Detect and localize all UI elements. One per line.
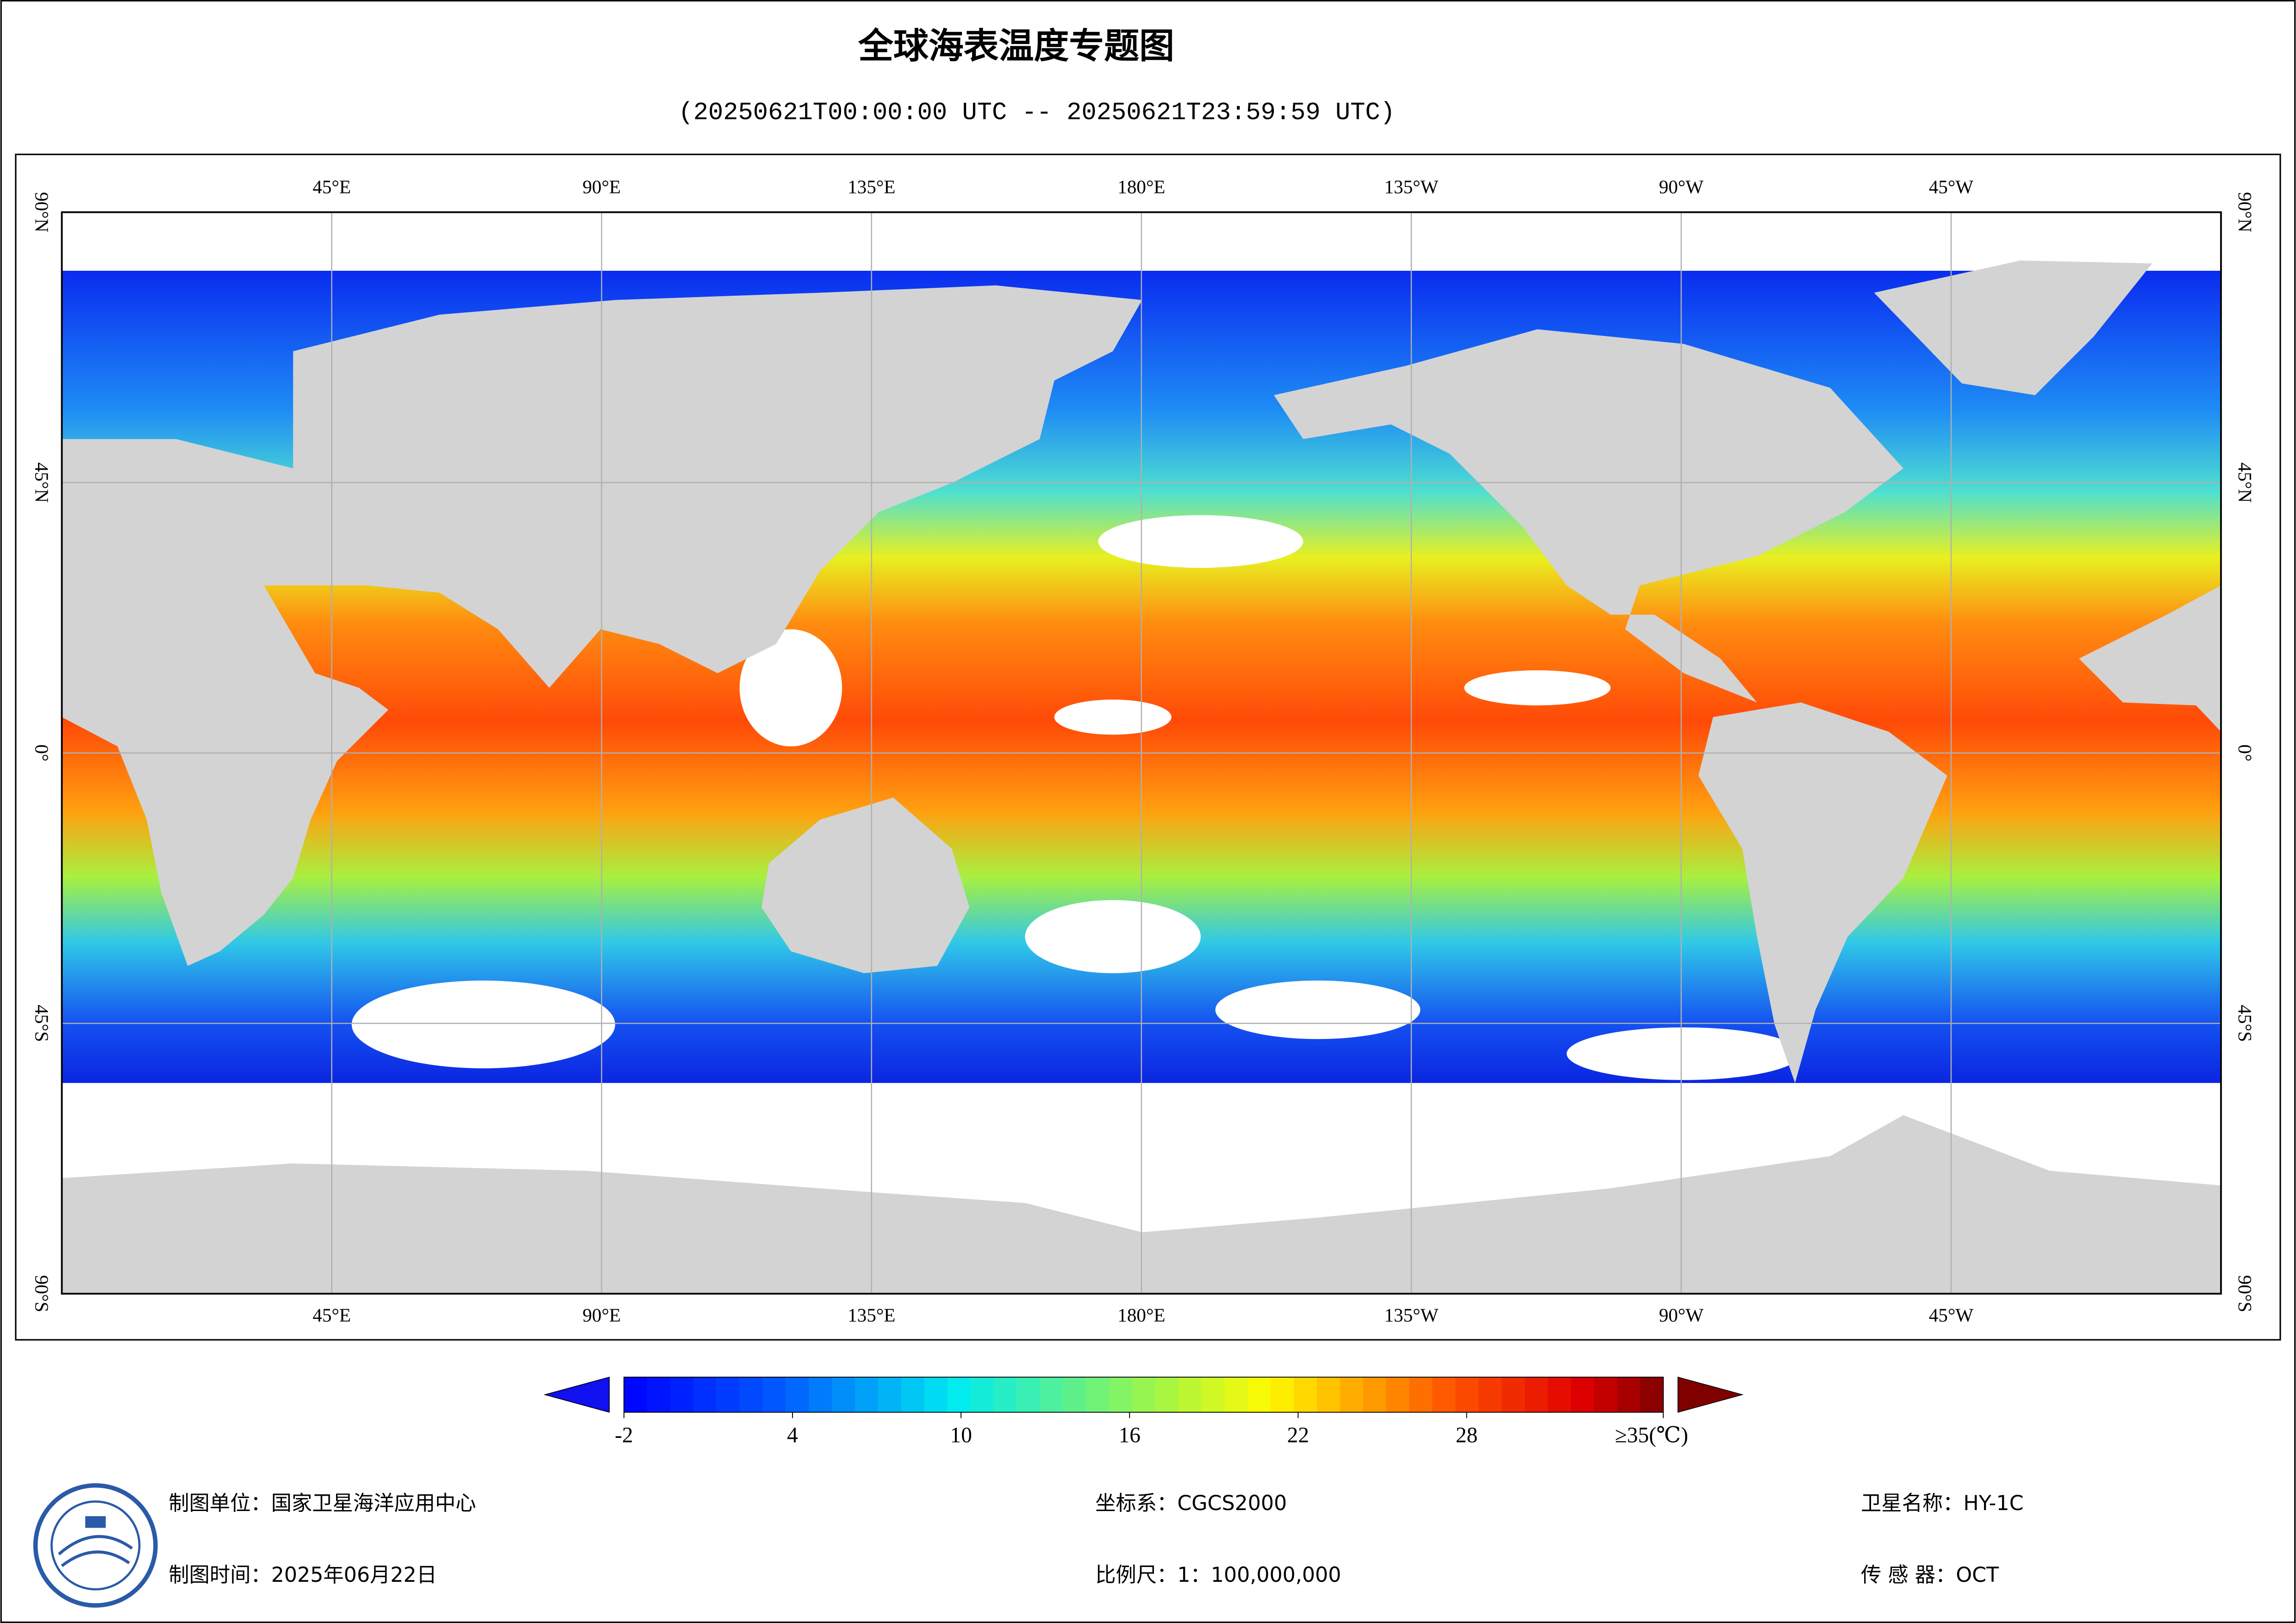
map-time: 制图时间：2025年06月22日 xyxy=(168,1563,437,1587)
lat-label-left: 90°S xyxy=(31,1275,53,1312)
colorbar-swatch xyxy=(1409,1377,1433,1412)
lon-label-top: 135°W xyxy=(1384,176,1438,197)
colorbar-swatch xyxy=(1039,1377,1063,1412)
colorbar-swatch xyxy=(1293,1377,1317,1412)
map-area xyxy=(61,211,2222,1295)
colorbar-swatch xyxy=(993,1377,1017,1412)
colorbar-swatch xyxy=(855,1377,879,1412)
lat-label-left: 0° xyxy=(31,745,53,762)
map-scale: 比例尺：1：100,000,000 xyxy=(1095,1563,1341,1587)
colorbar-swatch xyxy=(1316,1377,1341,1412)
colorbar-swatch xyxy=(1524,1377,1548,1412)
colorbar-swatch xyxy=(762,1377,786,1412)
colorbar-swatch xyxy=(1178,1377,1202,1412)
colorbar-label: ≥35(℃) xyxy=(1615,1423,1688,1447)
colorbar-label: 28 xyxy=(1456,1423,1478,1447)
colorbar-label: -2 xyxy=(615,1423,633,1447)
colorbar-swatch xyxy=(924,1377,948,1412)
colorbar-swatch xyxy=(901,1377,925,1412)
lat-label-left: 45°N xyxy=(31,462,53,503)
colorbar-swatch xyxy=(1363,1377,1387,1412)
lon-label-top: 135°E xyxy=(848,176,895,197)
lon-label-bottom: 90°W xyxy=(1659,1305,1704,1326)
lat-label-left: 90°N xyxy=(31,192,53,232)
lon-label-top: 45°W xyxy=(1929,176,1974,197)
colorbar-swatch xyxy=(970,1377,994,1412)
colorbar-swatch xyxy=(670,1377,694,1412)
colorbar-swatch xyxy=(1340,1377,1364,1412)
map-border xyxy=(61,211,2222,1295)
lat-label-right: 45°S xyxy=(2234,1005,2256,1042)
colorbar-swatch xyxy=(624,1377,648,1412)
colorbar-swatch xyxy=(878,1377,902,1412)
colorbar-swatch xyxy=(1501,1377,1525,1412)
colorbar-label: 10 xyxy=(950,1423,972,1447)
lon-label-top: 180°E xyxy=(1117,176,1165,197)
colorbar-swatch xyxy=(1432,1377,1456,1412)
colorbar-swatch xyxy=(1109,1377,1133,1412)
map-title: 全球海表温度专题图 xyxy=(858,25,1174,66)
colorbar-label: 22 xyxy=(1287,1423,1309,1447)
colorbar: -2 4 10 16 22 28 ≥35(℃) xyxy=(543,1376,1744,1447)
lat-label-right: 0° xyxy=(2234,745,2256,762)
colorbar-swatch xyxy=(1455,1377,1479,1412)
colorbar-swatch xyxy=(1132,1377,1156,1412)
colorbar-swatch xyxy=(739,1377,763,1412)
map-subtitle: (20250621T00:00:00 UTC -- 20250621T23:59… xyxy=(679,99,1395,127)
colorbar-swatch xyxy=(1224,1377,1248,1412)
sensor: 传 感 器：OCT xyxy=(1861,1563,1999,1587)
lon-label-bottom: 45°E xyxy=(312,1305,351,1326)
colorbar-swatch xyxy=(1547,1377,1572,1412)
lat-label-right: 45°N xyxy=(2234,462,2256,503)
colorbar-swatch xyxy=(693,1377,717,1412)
logo xyxy=(33,1483,158,1608)
colorbar-label: 4 xyxy=(787,1423,798,1447)
lat-label-right: 90°N xyxy=(2234,192,2256,232)
lon-label-bottom: 45°W xyxy=(1929,1305,1974,1326)
colorbar-swatch xyxy=(1201,1377,1225,1412)
map-unit: 制图单位：国家卫星海洋应用中心 xyxy=(168,1492,476,1515)
lon-label-bottom: 180°E xyxy=(1117,1305,1165,1326)
colorbar-border xyxy=(623,1376,1664,1413)
map-frame xyxy=(15,154,2281,1341)
colorbar-swatch xyxy=(1270,1377,1294,1412)
colorbar-swatch xyxy=(786,1377,809,1412)
colorbar-swatch xyxy=(1248,1377,1271,1412)
lat-label-left: 45°S xyxy=(31,1005,53,1042)
lon-label-top: 90°W xyxy=(1659,176,1704,197)
satellite: 卫星名称：HY-1C xyxy=(1861,1492,2023,1515)
colorbar-swatch xyxy=(716,1377,740,1412)
colorbar-swatch xyxy=(1086,1377,1110,1412)
lon-label-top: 45°E xyxy=(312,176,351,197)
colorbar-swatch xyxy=(647,1377,671,1412)
colorbar-swatch xyxy=(1017,1377,1040,1412)
lat-label-right: 90°S xyxy=(2234,1275,2256,1312)
colorbar-swatch xyxy=(1478,1377,1502,1412)
colorbar-swatch xyxy=(1640,1377,1664,1412)
lon-label-top: 90°E xyxy=(582,176,621,197)
crs: 坐标系：CGCS2000 xyxy=(1095,1492,1287,1515)
colorbar-high-arrow xyxy=(1677,1376,1744,1413)
colorbar-swatch xyxy=(1594,1377,1618,1412)
colorbar-low-arrow xyxy=(543,1376,610,1413)
colorbar-swatch xyxy=(1062,1377,1086,1412)
colorbar-swatch xyxy=(1386,1377,1410,1412)
colorbar-swatch xyxy=(809,1377,832,1412)
colorbar-swatch xyxy=(1571,1377,1595,1412)
colorbar-swatch xyxy=(947,1377,971,1412)
lon-label-bottom: 135°E xyxy=(848,1305,895,1326)
colorbar-swatch xyxy=(831,1377,855,1412)
colorbar-swatch xyxy=(1617,1377,1641,1412)
graticule xyxy=(62,211,2221,1294)
colorbar-swatch xyxy=(1155,1377,1179,1412)
lon-label-bottom: 135°W xyxy=(1384,1305,1438,1326)
colorbar-label: 16 xyxy=(1118,1423,1140,1447)
lon-label-bottom: 90°E xyxy=(582,1305,621,1326)
